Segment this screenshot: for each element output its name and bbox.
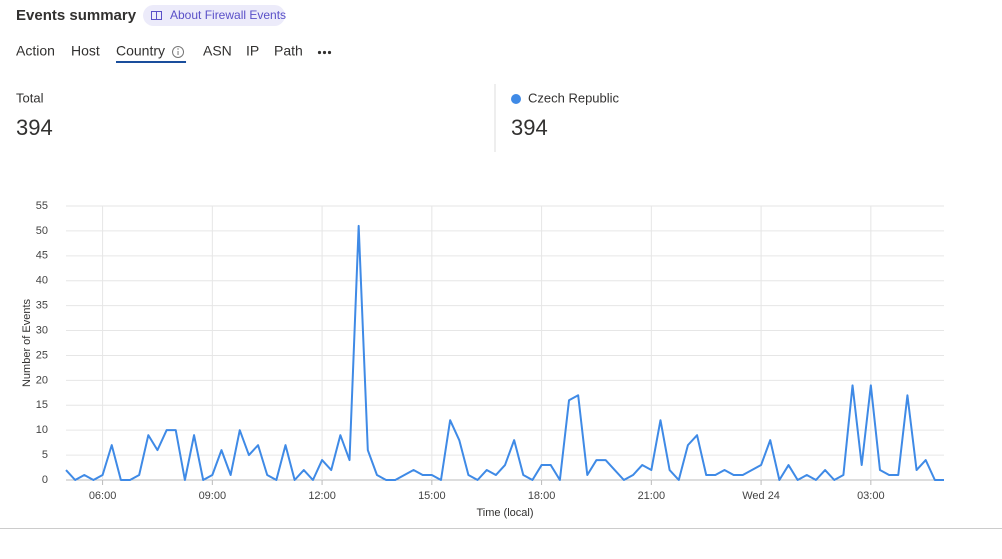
x-tick-label: 18:00 (528, 490, 556, 502)
title: Events summary (16, 7, 137, 24)
y-tick-label: 30 (36, 324, 48, 336)
active-underline (116, 61, 187, 63)
x-axis-label: Time (local) (476, 507, 533, 519)
x-tick-label: 15:00 (418, 490, 446, 502)
tab[interactable]: Action (16, 43, 55, 59)
x-tick-label: 03:00 (857, 490, 885, 502)
stat-label: Total (16, 90, 44, 105)
x-tick-label: 21:00 (638, 490, 666, 502)
tab[interactable]: ASN (203, 43, 232, 59)
tab[interactable]: Host (71, 43, 100, 59)
legend-label: Czech Republic (528, 90, 620, 105)
x-tick-label: 06:00 (89, 490, 117, 502)
y-tick-label: 35 (36, 300, 48, 312)
y-tick-label: 45 (36, 250, 48, 262)
data-line (65, 224, 944, 481)
tab[interactable]: IP (246, 43, 259, 59)
y-tick-label: 55 (36, 200, 48, 212)
y-tick-label: 50 (36, 225, 48, 237)
x-tick-label: 09:00 (199, 490, 227, 502)
link-badge[interactable] (143, 5, 285, 26)
y-tick-label: 0 (42, 474, 48, 486)
tab[interactable]: Path (274, 43, 303, 59)
book-icon (151, 11, 162, 20)
y-tick-label: 10 (36, 424, 48, 436)
stat-value: 394 (16, 115, 53, 140)
y-tick-label: 15 (36, 399, 48, 411)
y-tick-label: 40 (36, 275, 48, 287)
stat-value: 394 (511, 115, 548, 140)
y-axis-label: Number of Events (21, 298, 33, 387)
info-icon (177, 48, 179, 50)
x-tick-label: 12:00 (308, 490, 336, 502)
info-icon (172, 46, 185, 58)
more-icon[interactable] (317, 50, 332, 55)
tab[interactable]: Country (116, 43, 165, 59)
y-tick-label: 5 (42, 449, 48, 461)
legend-dot (511, 94, 521, 104)
y-tick-label: 20 (36, 374, 48, 386)
y-tick-label: 25 (36, 349, 48, 361)
x-tick-label: Wed 24 (742, 490, 780, 502)
link-text[interactable]: About Firewall Events (170, 8, 286, 22)
